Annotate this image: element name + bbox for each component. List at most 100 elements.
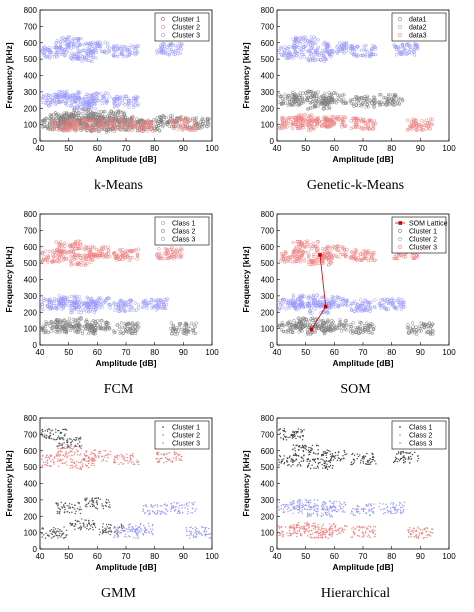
data-point bbox=[84, 318, 89, 322]
data-point bbox=[103, 328, 107, 332]
data-point bbox=[48, 324, 52, 328]
data-point bbox=[44, 330, 48, 335]
data-point bbox=[58, 45, 62, 50]
data-point bbox=[147, 125, 152, 129]
data-point bbox=[105, 119, 110, 124]
data-point bbox=[105, 99, 109, 103]
data-point bbox=[406, 331, 411, 335]
data-point bbox=[372, 105, 376, 109]
data-point bbox=[104, 99, 109, 103]
data-point bbox=[66, 504, 68, 507]
data-point bbox=[321, 96, 325, 100]
series-cluster-2 bbox=[48, 116, 198, 133]
data-point bbox=[89, 255, 93, 260]
data-point bbox=[283, 54, 287, 58]
data-point bbox=[98, 124, 103, 129]
data-point bbox=[348, 323, 353, 327]
data-point bbox=[94, 50, 98, 55]
data-point bbox=[62, 124, 67, 128]
data-point bbox=[307, 301, 311, 306]
data-point bbox=[71, 322, 75, 326]
data-point bbox=[76, 105, 80, 109]
data-point bbox=[348, 44, 352, 48]
data-point bbox=[306, 107, 310, 111]
data-point bbox=[359, 298, 363, 302]
data-point bbox=[49, 103, 53, 107]
data-point bbox=[136, 102, 140, 106]
data-point bbox=[61, 327, 66, 331]
data-point bbox=[295, 126, 300, 131]
data-point bbox=[169, 321, 173, 325]
data-point bbox=[308, 106, 313, 110]
data-point bbox=[193, 123, 197, 127]
data-point bbox=[113, 330, 117, 334]
data-point bbox=[100, 247, 104, 251]
data-point bbox=[95, 99, 100, 103]
data-point bbox=[281, 119, 285, 123]
data-point bbox=[90, 106, 94, 110]
data-point bbox=[53, 530, 55, 533]
data-point bbox=[306, 254, 311, 259]
data-point bbox=[280, 97, 285, 101]
data-point bbox=[48, 298, 52, 303]
data-point bbox=[293, 252, 297, 256]
data-point bbox=[177, 122, 181, 126]
data-point bbox=[108, 306, 112, 310]
data-point bbox=[164, 302, 169, 307]
data-point bbox=[353, 252, 357, 256]
legend-entry-label: Cluster 1 bbox=[172, 17, 200, 24]
data-point bbox=[313, 320, 318, 325]
data-point bbox=[157, 115, 162, 119]
data-point bbox=[70, 51, 74, 55]
data-point bbox=[373, 98, 377, 102]
data-point bbox=[82, 106, 86, 111]
data-point bbox=[48, 297, 52, 301]
data-point bbox=[47, 127, 51, 131]
data-point bbox=[68, 299, 72, 304]
data-point bbox=[297, 101, 301, 106]
data-point bbox=[61, 52, 65, 56]
data-point bbox=[164, 247, 169, 251]
data-point bbox=[362, 99, 366, 103]
data-point bbox=[84, 41, 88, 46]
data-point bbox=[417, 329, 422, 333]
data-point bbox=[57, 241, 61, 246]
data-point bbox=[70, 249, 74, 254]
data-point bbox=[373, 305, 377, 309]
data-point bbox=[72, 127, 76, 132]
data-point bbox=[327, 258, 331, 263]
data-point bbox=[61, 36, 65, 40]
data-point bbox=[205, 116, 209, 121]
data-point bbox=[124, 322, 129, 327]
data-point bbox=[57, 89, 61, 94]
data-point bbox=[84, 245, 89, 249]
data-point bbox=[54, 532, 57, 535]
data-point bbox=[409, 47, 413, 52]
data-point bbox=[284, 121, 288, 125]
data-point bbox=[91, 123, 95, 128]
data-point bbox=[281, 329, 285, 333]
data-point bbox=[85, 327, 90, 331]
data-point bbox=[295, 94, 299, 98]
data-point bbox=[368, 306, 372, 310]
x-tick-label: 40 bbox=[273, 144, 282, 153]
data-point bbox=[359, 95, 363, 100]
y-axis-label: Frequency [kHz] bbox=[4, 246, 14, 312]
data-point bbox=[306, 57, 310, 61]
data-point bbox=[129, 43, 133, 47]
data-point bbox=[114, 302, 118, 306]
data-point bbox=[113, 120, 117, 125]
data-point bbox=[116, 302, 120, 306]
data-point bbox=[308, 123, 313, 128]
data-point bbox=[81, 54, 85, 59]
data-point bbox=[93, 123, 97, 127]
data-point bbox=[60, 122, 64, 127]
data-point bbox=[123, 325, 127, 329]
data-point bbox=[102, 98, 106, 103]
data-point bbox=[344, 45, 349, 49]
data-point bbox=[194, 321, 198, 325]
data-point bbox=[135, 322, 139, 326]
data-point bbox=[401, 98, 405, 102]
data-point bbox=[349, 308, 354, 313]
data-point bbox=[325, 106, 329, 110]
